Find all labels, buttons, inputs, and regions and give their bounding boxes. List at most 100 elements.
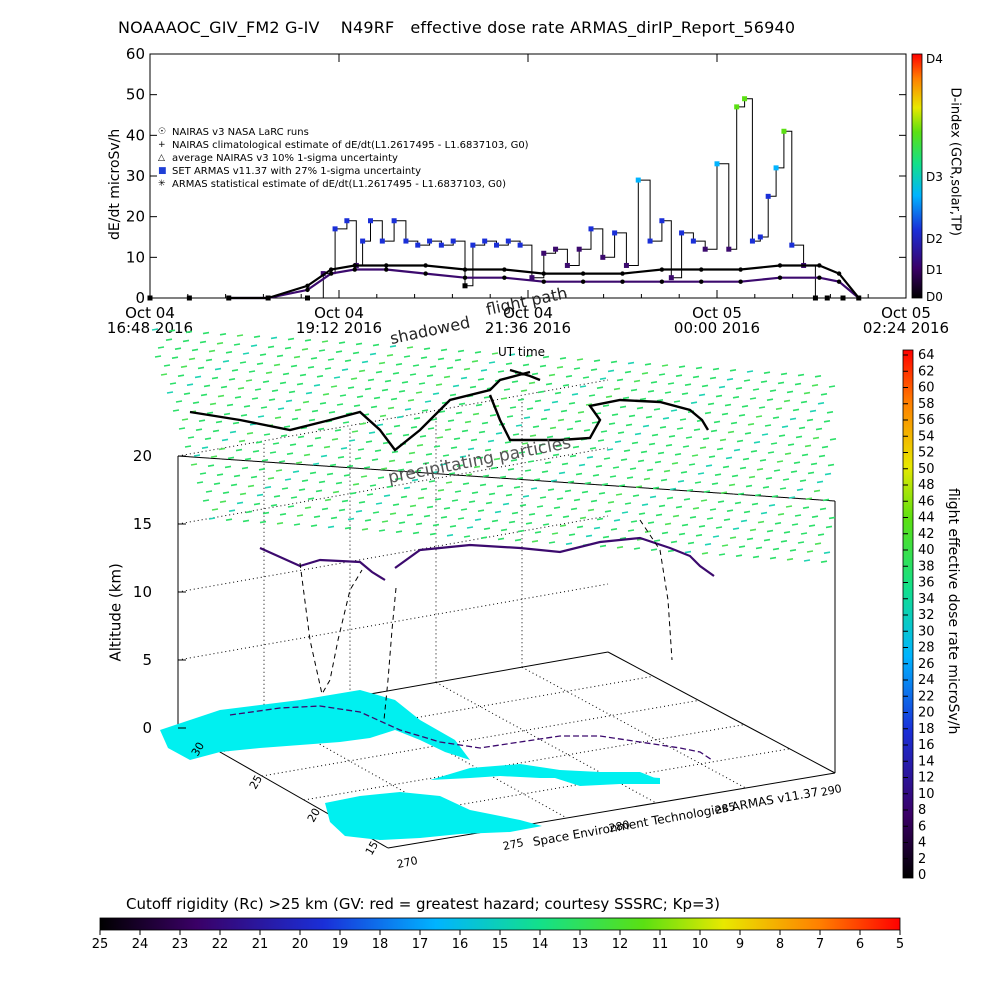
particle-dash <box>638 512 646 515</box>
estimate-point <box>226 295 231 301</box>
particle-dash <box>703 490 711 493</box>
particle-dash <box>599 377 607 380</box>
particle-dash <box>541 470 549 473</box>
particle-dash <box>298 488 306 491</box>
particle-dash <box>370 405 378 409</box>
legend-label: NAIRAS v3 NASA LaRC runs <box>172 127 309 138</box>
dose-rate-tick-label: 6 <box>918 819 926 834</box>
particle-dash <box>267 345 275 349</box>
particle-dash <box>355 342 363 346</box>
particle-dash <box>726 509 734 512</box>
particle-dash <box>378 529 386 532</box>
particle-dash <box>444 428 452 431</box>
cutoff-tick-label: 16 <box>452 937 469 952</box>
estimate-point <box>384 267 389 272</box>
particle-dash <box>683 498 691 501</box>
particle-dash <box>196 481 204 484</box>
particle-dash <box>501 450 509 453</box>
particle-dash <box>624 502 632 505</box>
estimate-point <box>817 275 822 280</box>
particle-dash <box>490 466 498 470</box>
estimate-point <box>817 263 822 268</box>
particle-dash <box>312 462 320 466</box>
particle-dash <box>661 531 669 535</box>
particle-dash <box>211 508 219 511</box>
particle-dash <box>715 526 723 529</box>
dose-rate-tick-label: 10 <box>918 787 935 802</box>
z-tick-label: 5 <box>142 651 152 669</box>
particle-dash <box>281 487 289 490</box>
particle-dash <box>755 415 763 418</box>
dose-rate-tick-label: 30 <box>918 624 935 639</box>
particle-dash <box>284 478 292 481</box>
particle-dash <box>738 545 746 548</box>
particle-dash <box>453 437 461 440</box>
particle-dash <box>531 540 539 543</box>
particle-dash <box>297 435 305 439</box>
particle-dash <box>342 421 350 424</box>
particle-dash <box>407 399 415 402</box>
particle-dash <box>823 420 831 423</box>
dose-rate-tick-label: 24 <box>918 673 935 688</box>
armas-point <box>757 234 763 240</box>
particle-dash <box>694 481 702 484</box>
particle-dash <box>262 511 270 515</box>
particle-dash <box>744 432 752 435</box>
particle-dash <box>369 484 377 487</box>
armas-point <box>427 238 433 244</box>
particle-dash <box>665 444 673 447</box>
particle-dash <box>454 358 462 362</box>
estimate-point <box>699 279 704 284</box>
particle-dash <box>684 383 692 386</box>
particle-dash <box>409 373 417 376</box>
particle-dash <box>680 471 688 474</box>
particle-dash <box>381 388 389 392</box>
particle-dash <box>190 463 198 466</box>
particle-dash <box>282 372 290 376</box>
top-y-axis-label: dE/dt microSv/h <box>107 128 123 240</box>
flight-path-drops <box>299 519 673 721</box>
particle-dash <box>590 368 598 371</box>
particle-dash <box>230 483 238 487</box>
particle-dash <box>273 363 281 367</box>
particle-dash <box>709 508 717 511</box>
particle-dash <box>644 363 652 366</box>
particle-dash <box>750 450 758 453</box>
particle-dash <box>321 340 329 343</box>
particle-dash <box>491 352 499 355</box>
cutoff-tick-label: 21 <box>252 937 269 952</box>
particle-dash <box>395 363 403 366</box>
particle-dash <box>704 543 712 546</box>
particle-dash <box>716 447 724 451</box>
particle-dash <box>809 409 817 413</box>
particle-dash <box>705 464 713 467</box>
particle-dash <box>521 442 529 445</box>
particle-dash <box>290 496 298 499</box>
armas-point <box>702 246 708 252</box>
top-x-tick-label-date: Oct 05 <box>692 304 742 322</box>
particle-dash <box>283 425 291 428</box>
particle-dash <box>200 393 208 397</box>
particle-dash <box>358 501 366 504</box>
particle-dash <box>599 544 607 548</box>
particle-dash <box>233 474 241 478</box>
particle-dash <box>440 348 448 352</box>
particle-dash <box>593 359 601 362</box>
particle-dash <box>400 495 408 499</box>
particle-dash <box>186 383 194 386</box>
particle-dash <box>593 526 601 530</box>
particle-dash <box>697 472 705 475</box>
flight-paths <box>189 368 715 761</box>
particle-dash <box>605 395 613 398</box>
particle-dash <box>484 448 492 452</box>
wall-grid-line <box>177 515 609 593</box>
particle-dash <box>257 415 265 418</box>
particle-dash <box>560 409 568 413</box>
lon-tick-label: 285 <box>714 800 737 817</box>
particle-dash <box>332 490 340 494</box>
particle-dash <box>741 405 749 408</box>
lat-tick-label: 30 <box>189 740 207 759</box>
particle-dash <box>415 522 423 526</box>
armas-point <box>470 242 476 248</box>
particle-dash <box>271 389 279 392</box>
